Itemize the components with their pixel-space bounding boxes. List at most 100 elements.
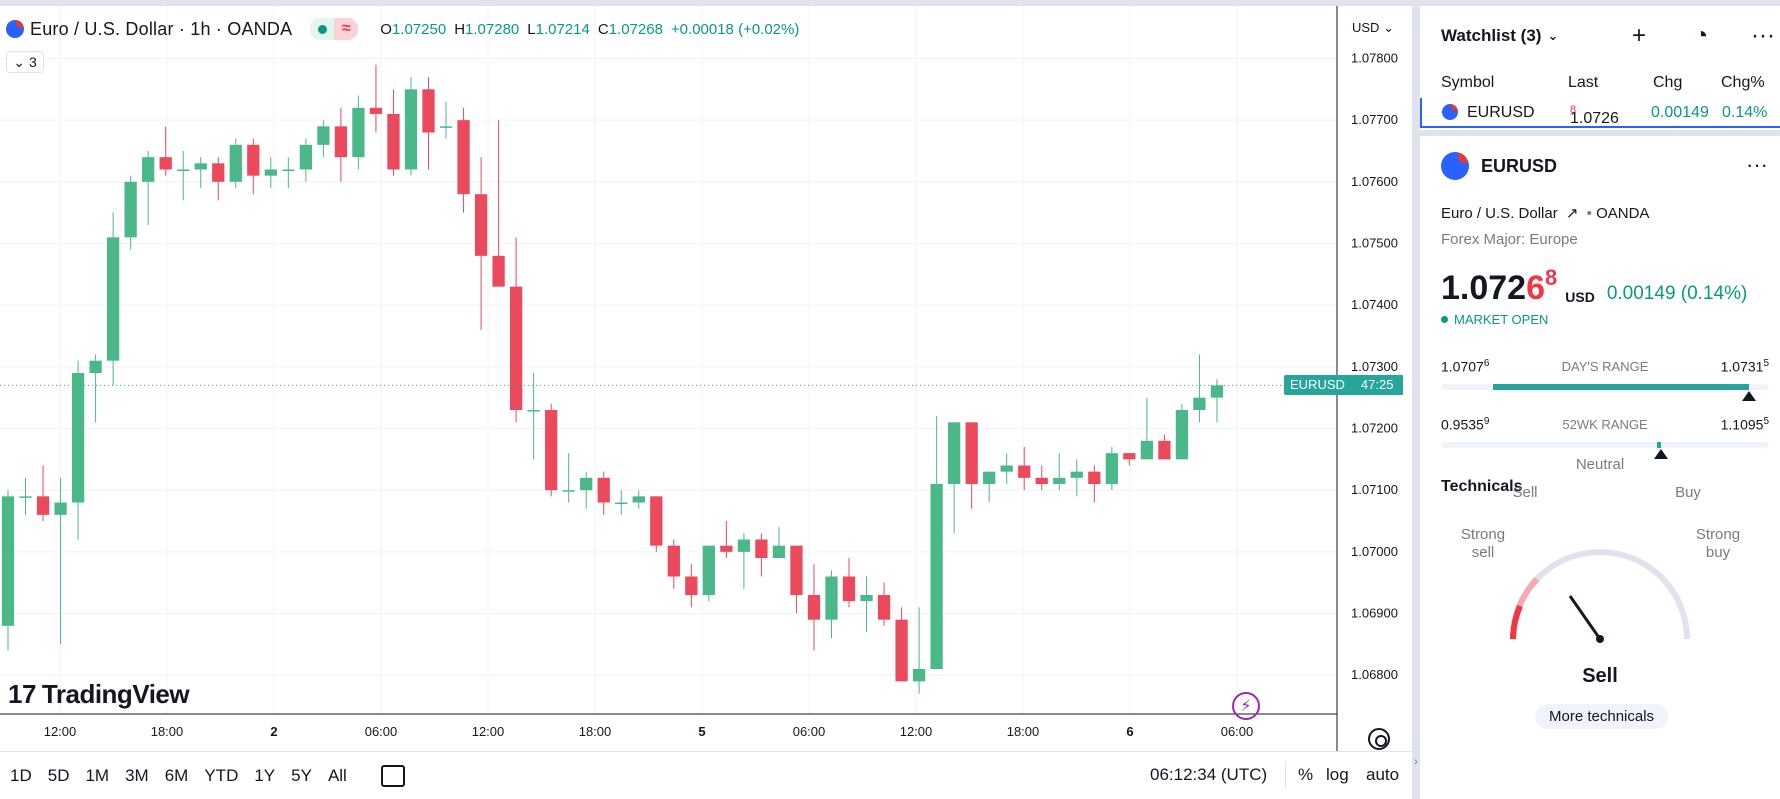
top-border <box>0 0 1780 6</box>
currency-selector[interactable]: USD ⌄ <box>1352 20 1394 35</box>
range-button-5d[interactable]: 5D <box>47 765 70 785</box>
candle-body <box>545 410 558 491</box>
candle-body <box>334 126 348 158</box>
gauge-pivot <box>1596 635 1604 643</box>
range-button-1y[interactable]: 1Y <box>254 765 276 785</box>
eurusd-flag-icon <box>1441 152 1469 180</box>
time-tick-label: 12:00 <box>472 724 505 739</box>
col-chgp[interactable]: Chg% <box>1721 74 1765 91</box>
log-scale-toggle[interactable]: log <box>1326 765 1349 784</box>
candle-body <box>720 545 733 552</box>
details-header[interactable]: EURUSD <box>1441 152 1557 180</box>
col-last[interactable]: Last <box>1568 74 1599 91</box>
candle-body <box>457 120 470 195</box>
chevron-down-icon: ⌄ <box>13 53 25 70</box>
more-options-icon[interactable]: ··· <box>1751 22 1775 49</box>
bottom-toolbar: 1D 5D 1M 3M 6M YTD 1Y 5Y All 06:12:34 (UTC) % lo… <box>0 751 1412 799</box>
lightning-icon[interactable]: ⚡ <box>1232 692 1260 720</box>
pie-chart-icon[interactable]: ◔ <box>1693 22 1709 49</box>
range-button-all[interactable]: All <box>327 765 347 785</box>
technicals-gauge: Neutral Sell Buy Strong sell Strong buy <box>1420 456 1780 701</box>
panel-divider[interactable]: › <box>1412 6 1420 799</box>
eurusd-flag-icon <box>6 20 24 38</box>
description-text[interactable]: Euro / U.S. Dollar <box>1441 205 1558 222</box>
high-value: 1.07280 <box>465 20 520 38</box>
auto-scale-toggle[interactable]: auto <box>1366 765 1400 784</box>
candle-body <box>36 496 50 515</box>
percent-scale-toggle[interactable]: % <box>1298 765 1314 784</box>
chevron-right-icon[interactable]: › <box>1414 756 1418 768</box>
gauge-buy-label: Buy <box>1675 484 1701 501</box>
range-button-3m[interactable]: 3M <box>125 765 149 785</box>
price-tick-label: 1.07100 <box>1351 482 1398 497</box>
price-tick-label: 1.07400 <box>1351 297 1398 312</box>
wk-high: 1.10955 <box>1721 416 1769 433</box>
range-button-ytd[interactable]: YTD <box>204 765 239 785</box>
candle-body <box>1140 440 1154 460</box>
candle-body <box>1123 453 1136 460</box>
section-separator <box>1420 130 1780 136</box>
details-category[interactable]: Forex Major: Europe <box>1441 231 1578 248</box>
clock-time[interactable]: 06:12:34 (UTC) <box>1150 765 1268 784</box>
range-button-6m[interactable]: 6M <box>164 765 189 785</box>
more-options-icon[interactable]: ··· <box>1746 152 1768 177</box>
candle-body <box>562 490 575 492</box>
price-tick-label: 1.07200 <box>1351 421 1398 436</box>
candle-body <box>948 422 961 484</box>
more-technicals-button[interactable]: More technicals <box>1535 704 1669 729</box>
chart-settings-icon[interactable] <box>1368 728 1390 750</box>
candle-body <box>737 539 751 552</box>
time-tick-label: 18:00 <box>1007 724 1040 739</box>
time-tick-label: 06:00 <box>365 724 398 739</box>
technicals-title[interactable]: Technicals <box>1441 478 1523 495</box>
market-open-dot-icon <box>310 18 335 40</box>
gauge-strong-buy-label: Strong buy <box>1695 526 1741 561</box>
chart-pane[interactable]: 1.07800 1.07700 1.07600 1.07500 1.07400 1.073… <box>0 6 1412 751</box>
tradingview-logo[interactable]: 17 TradingView <box>8 679 190 710</box>
candle-body <box>19 496 32 498</box>
external-link-icon[interactable]: ↗ <box>1565 205 1579 222</box>
candle-body <box>1 496 15 626</box>
delayed-wave-icon: ≈ <box>334 18 359 40</box>
watchlist-header[interactable]: Watchlist (3) ⌄ <box>1441 26 1558 46</box>
candle-body <box>930 484 943 669</box>
col-symbol[interactable]: Symbol <box>1441 74 1495 91</box>
badge-symbol: EURUSD <box>1284 375 1351 396</box>
candle-body <box>89 360 102 373</box>
candle-body <box>877 595 891 620</box>
time-tick-label: 18:00 <box>151 724 184 739</box>
watchlist-title: Watchlist (3) <box>1441 26 1542 45</box>
candle-body <box>247 144 260 176</box>
candle-body <box>842 576 856 602</box>
range-button-1m[interactable]: 1M <box>85 765 110 785</box>
wk-range-label: 52WK RANGE <box>1562 417 1648 432</box>
candle-body <box>1158 440 1171 460</box>
gauge-strong-sell-label: Strong sell <box>1460 526 1506 561</box>
candle-body <box>1193 397 1206 410</box>
watchlist-row-eurusd[interactable]: EURUSD 1.0726 8 0.00149 0.14% <box>1420 98 1780 128</box>
candle-body <box>317 126 330 145</box>
symbol-title[interactable]: Euro / U.S. Dollar · 1h · OANDA <box>30 18 293 39</box>
market-status[interactable]: MARKET OPEN <box>1441 312 1548 327</box>
wk-range-marker <box>1653 449 1668 459</box>
range-button-5y[interactable]: 5Y <box>291 765 312 785</box>
range-button-1d[interactable]: 1D <box>10 765 32 785</box>
market-status-pill[interactable]: ≈ <box>310 18 359 40</box>
price-chart[interactable]: 1.07800 1.07700 1.07600 1.07500 1.07400 1.073… <box>0 6 1412 751</box>
time-tick-label: 06:00 <box>793 724 826 739</box>
row-last: 1.0726 8 <box>1570 104 1619 127</box>
calendar-icon[interactable] <box>380 764 405 787</box>
col-chg[interactable]: Chg <box>1653 74 1683 91</box>
wk-low: 0.95359 <box>1441 416 1489 433</box>
row-last-sup: 8 <box>1570 104 1577 116</box>
add-symbol-icon[interactable]: + <box>1631 22 1646 49</box>
candle-body <box>142 157 155 182</box>
candle-body <box>983 471 996 484</box>
price-tick-label: 1.07000 <box>1351 544 1398 559</box>
candle-body <box>772 545 786 558</box>
candle-body <box>1210 385 1224 398</box>
collapse-indicators-button[interactable]: ⌄ 3 <box>6 51 44 73</box>
candle-body <box>177 169 190 171</box>
candle-body <box>1018 465 1031 478</box>
row-last-main: 1.0726 <box>1570 110 1619 127</box>
